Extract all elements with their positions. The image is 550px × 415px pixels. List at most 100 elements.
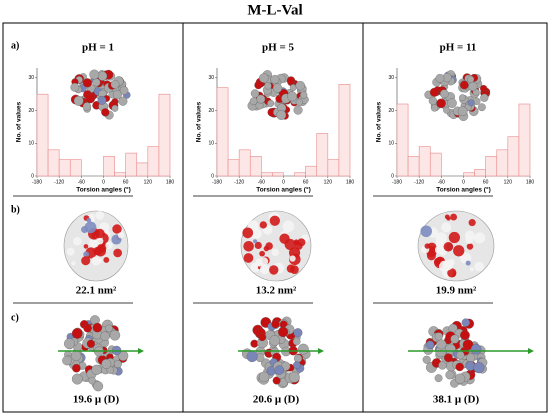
atom: [112, 89, 123, 100]
atom: [276, 110, 287, 120]
row-label: b): [11, 204, 20, 215]
atom: [272, 376, 281, 385]
bar: [47, 149, 60, 177]
surface-area: 22.1 nm²: [76, 285, 117, 297]
panel-title: pH = 1: [82, 42, 114, 54]
atom: [97, 96, 107, 105]
surface-patch: [282, 220, 295, 233]
surface-patch: [468, 219, 476, 227]
atom: [119, 86, 129, 95]
atom: [97, 71, 108, 81]
surface-patch: [89, 238, 98, 248]
x-tick-label: -60: [258, 179, 265, 185]
atom: [434, 332, 443, 341]
atom: [467, 99, 475, 107]
atom: [70, 82, 80, 92]
atom: [293, 361, 301, 369]
x-tick-label: -60: [438, 179, 445, 185]
atom: [467, 75, 475, 83]
atom: [461, 318, 470, 327]
atom: [297, 343, 309, 355]
bar: [114, 172, 126, 177]
surface-patch: [426, 251, 436, 261]
y-tick-label: 20: [28, 108, 34, 114]
surface-patch: [117, 232, 125, 239]
y-tick-label: 0: [211, 173, 214, 179]
surface-patch: [113, 248, 122, 258]
dipole-arrowhead: [318, 348, 324, 354]
atom: [295, 80, 305, 91]
atom: [73, 95, 84, 106]
surface-patch: [444, 214, 450, 220]
bar: [227, 159, 240, 177]
bar: [272, 172, 284, 177]
y-tick-label: 30: [388, 75, 394, 81]
atom: [470, 343, 482, 355]
atom: [445, 370, 455, 380]
bar: [69, 159, 82, 177]
y-tick-label: 0: [391, 173, 394, 179]
bar: [136, 162, 149, 177]
surface-patch: [96, 237, 104, 245]
atom: [277, 326, 289, 338]
surface-patch: [243, 241, 254, 252]
dipole-arrowhead: [138, 348, 144, 354]
y-axis-label: No. of values: [16, 101, 23, 142]
x-tick-label: 180: [526, 179, 535, 185]
bar: [238, 149, 251, 177]
atom: [473, 362, 485, 374]
x-tick-label: 0: [282, 179, 285, 185]
atom: [443, 106, 451, 114]
y-tick-label: 20: [208, 108, 214, 114]
row-label: a): [11, 40, 19, 51]
x-tick-label: 0: [102, 179, 105, 185]
atom: [264, 82, 272, 90]
atom: [256, 94, 266, 104]
surface-patch: [253, 239, 258, 244]
x-tick-label: 0: [462, 179, 465, 185]
row-label: c): [11, 312, 19, 323]
surface-patch: [105, 241, 113, 250]
dipole-arrowhead: [528, 348, 534, 354]
atom: [62, 355, 72, 366]
surface-patch: [259, 257, 269, 266]
atom: [113, 360, 122, 369]
surface-patch: [289, 255, 296, 262]
atom: [293, 105, 303, 115]
x-tick-label: 180: [166, 179, 175, 185]
x-tick-label: 180: [346, 179, 355, 185]
surface-patch: [95, 210, 105, 220]
atom: [465, 361, 476, 371]
x-tick-label: 60: [483, 179, 489, 185]
x-tick-label: -120: [54, 179, 64, 185]
atom: [455, 362, 464, 372]
figure-title: M-L-Val: [247, 2, 302, 18]
atom: [249, 97, 258, 106]
atom: [293, 328, 303, 338]
surface-patch: [447, 268, 457, 278]
surface-area: 13.2 nm²: [256, 285, 297, 297]
atom: [300, 91, 308, 99]
surface-patch: [271, 248, 279, 257]
atom: [438, 361, 447, 370]
surface-patch: [259, 250, 265, 257]
bar: [485, 156, 498, 177]
surface-patch: [259, 221, 268, 229]
atom: [101, 358, 112, 369]
bar: [125, 152, 138, 177]
surface-patch: [269, 215, 280, 226]
atom: [295, 98, 303, 106]
atom: [118, 96, 128, 106]
y-tick-label: 10: [28, 141, 34, 147]
atom: [436, 339, 447, 350]
surface-patch: [269, 265, 279, 275]
atom: [289, 84, 297, 91]
surface-patch: [243, 253, 254, 263]
atom: [267, 99, 275, 107]
x-tick-label: 120: [324, 179, 333, 185]
surface-patch: [94, 228, 105, 239]
atom: [92, 322, 103, 333]
atom: [456, 350, 465, 360]
bar: [316, 133, 329, 177]
